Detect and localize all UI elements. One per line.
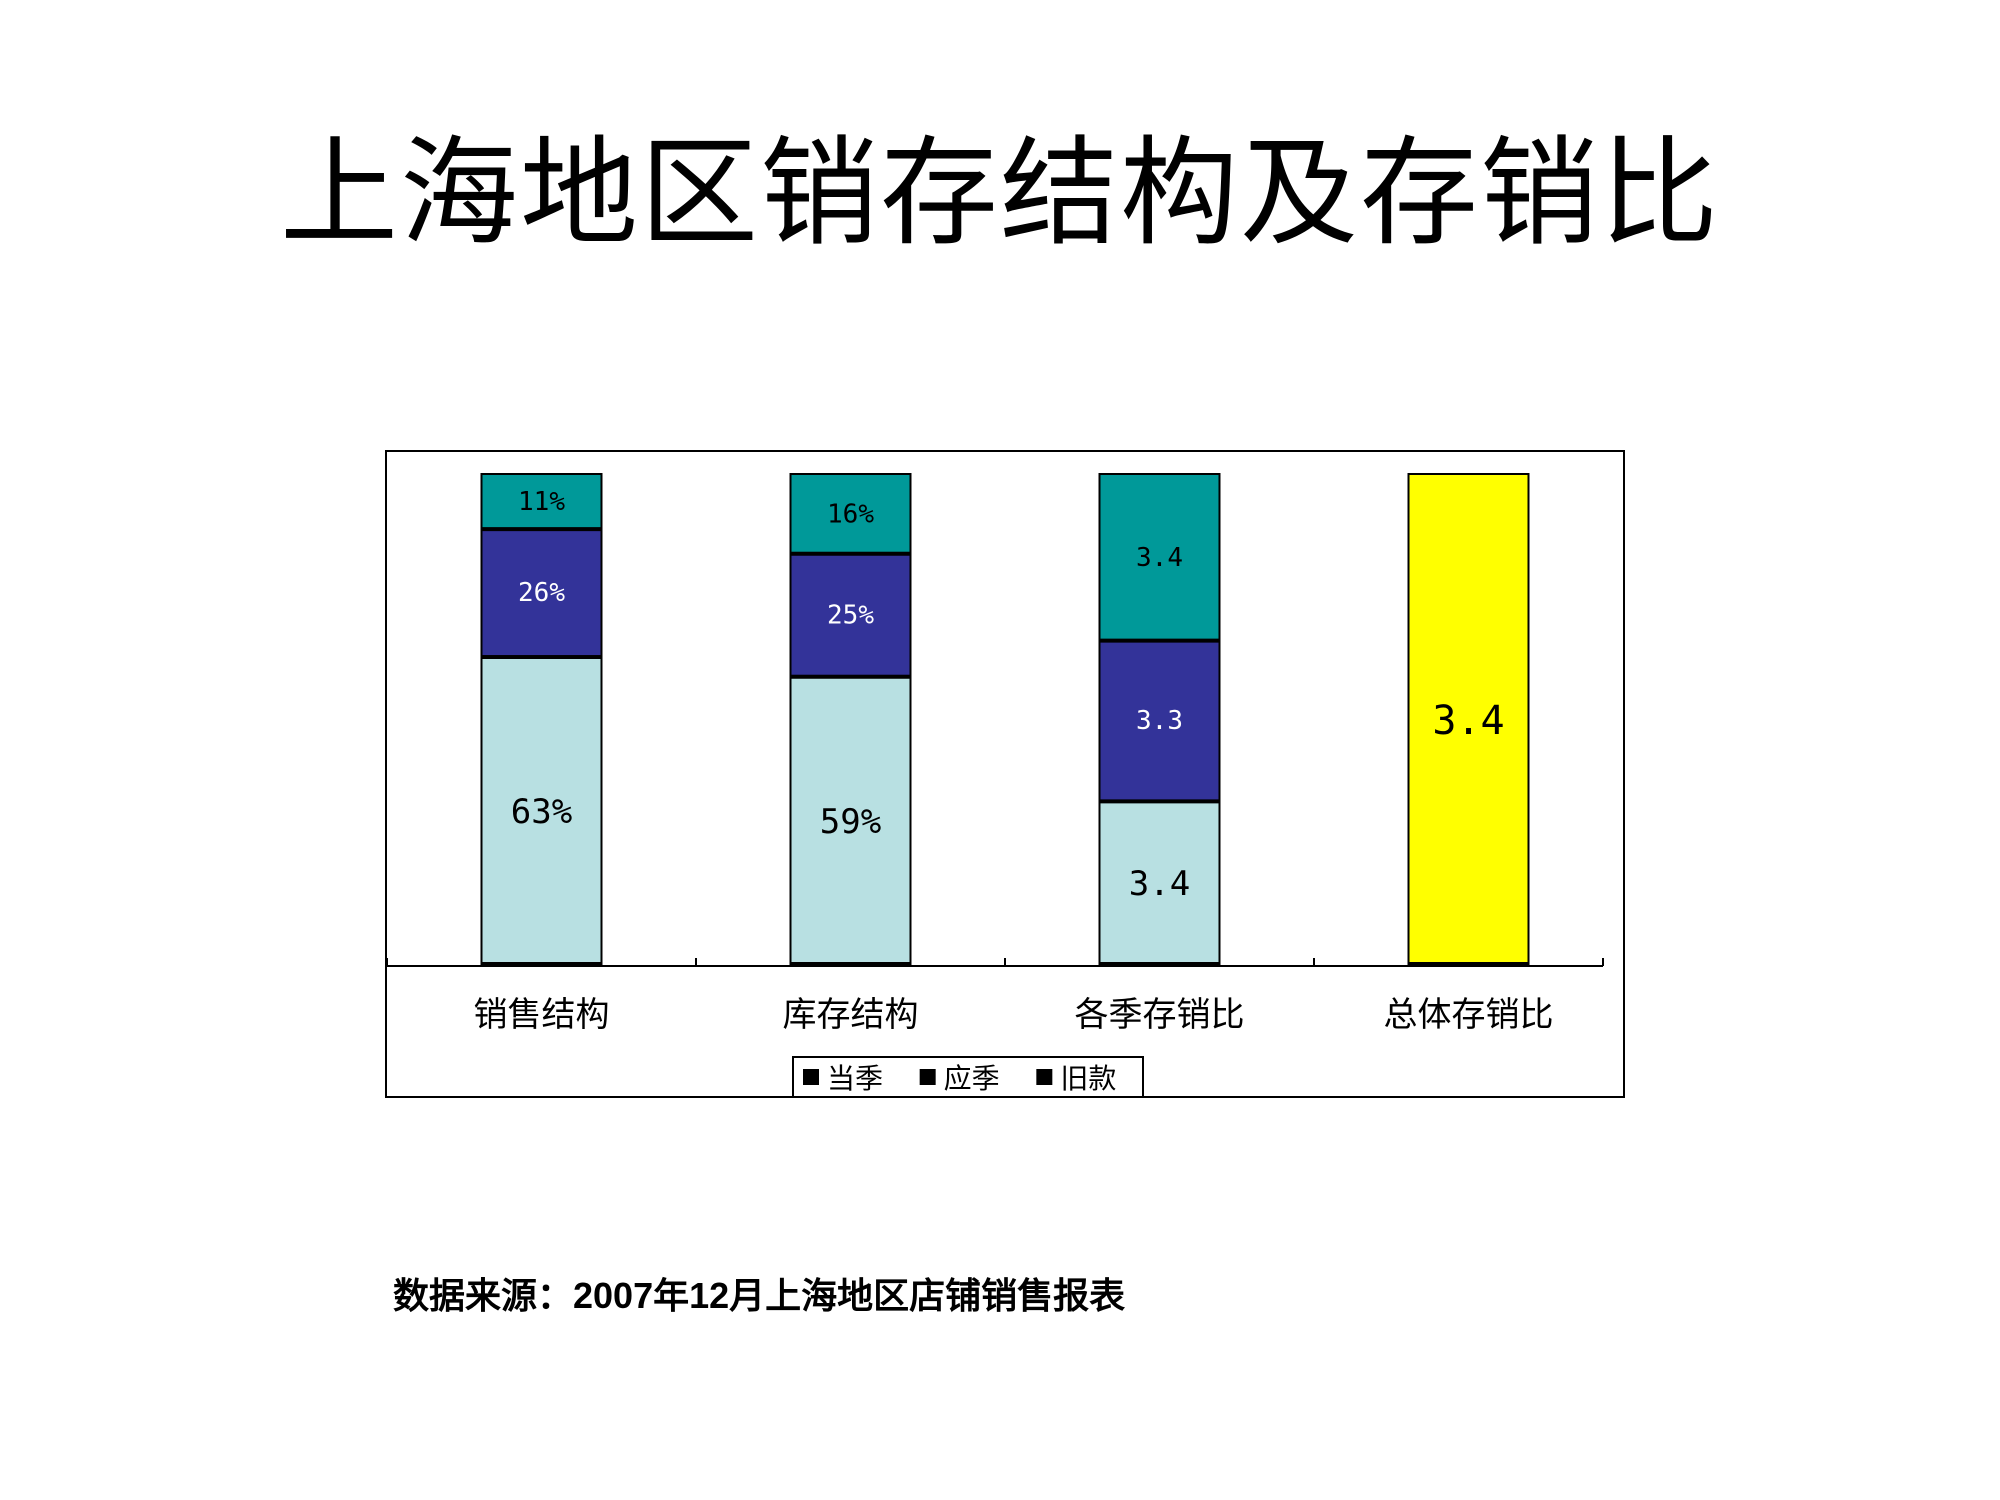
bar-segment-2-2 — [789, 551, 912, 677]
total-bar — [1407, 473, 1530, 967]
chart-frame: 63% 26% 11% 59% 25% 16% 3.4 3.3 3.4 3.4 销售结构 库存结构 各季… — [385, 450, 1625, 1098]
bar-segment-1-1 — [480, 655, 603, 967]
bar-segment-3-2 — [789, 473, 912, 554]
page-title: 上海地区销存结构及存销比 — [279, 124, 1720, 262]
legend-item-label: 当季 — [827, 1062, 883, 1095]
data-label: 25% — [827, 600, 874, 630]
category-label: 总体存销比 — [1384, 995, 1554, 1035]
data-label: 26% — [518, 578, 565, 608]
data-label: 11% — [518, 487, 565, 517]
data-label: 3.4 — [1129, 864, 1190, 904]
bar-segment-3-3 — [1098, 473, 1221, 641]
category-label: 库存结构 — [783, 995, 919, 1035]
category-label: 各季存销比 — [1075, 995, 1245, 1035]
data-source-note: 数据来源：2007年12月上海地区店铺销售报表 — [393, 1275, 1126, 1316]
stacked-bar-chart: 63% 26% 11% 59% 25% 16% 3.4 3.3 3.4 3.4 销售结构 库存结构 各季… — [387, 473, 1604, 1096]
data-label: 3.3 — [1136, 706, 1183, 736]
data-label: 63% — [511, 792, 572, 832]
data-label: 16% — [827, 499, 874, 529]
bar-segment-2-1 — [480, 527, 603, 658]
category-label: 销售结构 — [474, 995, 610, 1035]
legend-marker — [1036, 1069, 1053, 1085]
bar-segment-1-3 — [1098, 799, 1221, 968]
total-bar-label: 3.4 — [1432, 698, 1504, 744]
data-label: 3.4 — [1136, 543, 1183, 573]
legend-marker — [919, 1069, 936, 1085]
legend-box — [792, 1056, 1144, 1096]
legend-marker — [803, 1069, 819, 1085]
bar-segment-2-3 — [1098, 638, 1221, 802]
legend-item-label: 旧款 — [1060, 1062, 1116, 1095]
bar-segment-3-1 — [480, 473, 603, 530]
data-label: 59% — [820, 802, 881, 842]
legend-item-label: 应季 — [944, 1062, 1000, 1095]
